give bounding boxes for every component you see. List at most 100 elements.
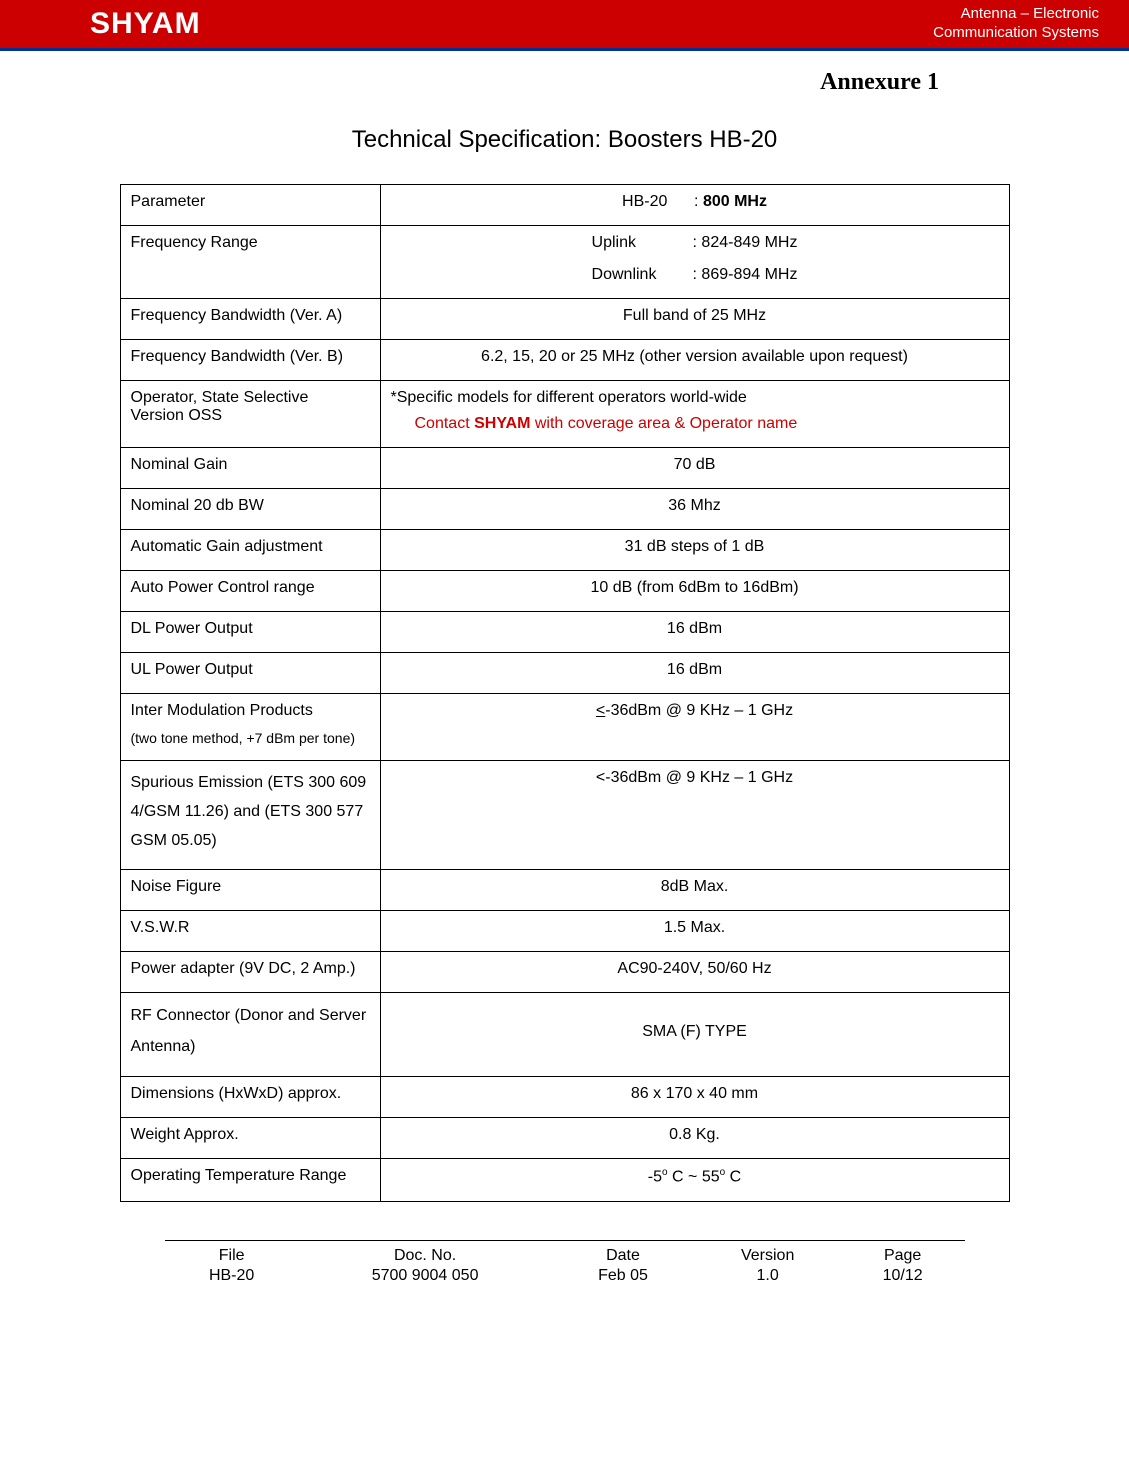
row-vswr: V.S.W.R 1.5 Max.	[120, 911, 1009, 952]
row-20db: Nominal 20 db BW 36 Mhz	[120, 489, 1009, 530]
downlink-lbl: Downlink	[592, 266, 667, 284]
tagline-line1: Antenna – Electronic	[933, 5, 1099, 24]
imp-l2: (two tone method, +7 dBm per tone)	[131, 730, 370, 746]
cell-label: Dimensions (HxWxD) approx.	[120, 1077, 380, 1118]
footer-v-ver: 1.0	[695, 1267, 841, 1285]
footer-v-page: 10/12	[843, 1267, 963, 1285]
cell-value: -5o C ~ 55o C	[380, 1159, 1009, 1201]
cell-label: UL Power Output	[120, 653, 380, 694]
row-oss: Operator, State Selective Version OSS *S…	[120, 381, 1009, 448]
footer-h-ver: Version	[695, 1247, 841, 1265]
tagline-line2: Communication Systems	[933, 24, 1099, 43]
row-bw-b: Frequency Bandwidth (Ver. B) 6.2, 15, 20…	[120, 340, 1009, 381]
content: Annexure 1 Technical Specification: Boos…	[0, 51, 1129, 1287]
cell-value: Full band of 25 MHz	[380, 299, 1009, 340]
imp-l1: Inter Modulation Products	[131, 702, 313, 719]
row-bw-a: Frequency Bandwidth (Ver. A) Full band o…	[120, 299, 1009, 340]
cell-value: AC90-240V, 50/60 Hz	[380, 952, 1009, 993]
model: HB-20	[622, 193, 667, 210]
row-noise: Noise Figure 8dB Max.	[120, 870, 1009, 911]
imp-val-under: <-36dBm @ 9 KHz – 1 GHz	[596, 702, 793, 719]
oss-red-pre: Contact	[415, 415, 475, 432]
footer-h-doc: Doc. No.	[299, 1247, 552, 1265]
cell-value: Uplink : 824-849 MHz Downlink : 869-894 MH…	[380, 226, 1009, 299]
footer-h-page: Page	[843, 1247, 963, 1265]
row-rf: RF Connector (Donor and Server Antenna) …	[120, 993, 1009, 1077]
downlink-val: : 869-894 MHz	[693, 266, 798, 284]
cell-value: 10 dB (from 6dBm to 16dBm)	[380, 571, 1009, 612]
cell-label: Parameter	[120, 185, 380, 226]
uplink-lbl: Uplink	[592, 234, 667, 252]
row-imp: Inter Modulation Products (two tone meth…	[120, 694, 1009, 761]
cell-value: <-36dBm @ 9 KHz – 1 GHz	[380, 761, 1009, 870]
cell-value: 16 dBm	[380, 653, 1009, 694]
cell-value: 31 dB steps of 1 dB	[380, 530, 1009, 571]
row-apc: Auto Power Control range 10 dB (from 6dB…	[120, 571, 1009, 612]
cell-label: V.S.W.R	[120, 911, 380, 952]
temp-pre: -5	[648, 1169, 662, 1186]
cell-value: 36 Mhz	[380, 489, 1009, 530]
cell-label: Nominal 20 db BW	[120, 489, 380, 530]
row-gain: Nominal Gain 70 dB	[120, 448, 1009, 489]
cell-label: Spurious Emission (ETS 300 609 4/GSM 11.…	[120, 761, 380, 870]
footer-v-doc: 5700 9004 050	[299, 1267, 552, 1285]
sep: :	[690, 193, 703, 210]
cell-value: 8dB Max.	[380, 870, 1009, 911]
oss-l1: Operator, State Selective	[131, 389, 309, 406]
cell-value: <-36dBm @ 9 KHz – 1 GHz<-36dBm @ 9 KHz –…	[380, 694, 1009, 761]
row-freq-range: Frequency Range Uplink : 824-849 MHz Down…	[120, 226, 1009, 299]
row-parameter: Parameter HB-20 : 800 MHz	[120, 185, 1009, 226]
cell-label: Nominal Gain	[120, 448, 380, 489]
footer: File Doc. No. Date Version Page HB-20 57…	[165, 1240, 965, 1287]
spec-table: Parameter HB-20 : 800 MHz Frequency Rang…	[120, 184, 1010, 1202]
cell-label: Weight Approx.	[120, 1118, 380, 1159]
uplink-val: : 824-849 MHz	[693, 234, 798, 252]
cell-label: Auto Power Control range	[120, 571, 380, 612]
oss-red-post: with coverage area & Operator name	[530, 415, 797, 432]
cell-label: Frequency Range	[120, 226, 380, 299]
footer-h-date: Date	[553, 1247, 692, 1265]
cell-value: 0.8 Kg.	[380, 1118, 1009, 1159]
cell-label: DL Power Output	[120, 612, 380, 653]
cell-value: *Specific models for different operators…	[380, 381, 1009, 448]
footer-h-file: File	[167, 1247, 297, 1265]
header-tagline: Antenna – Electronic Communication Syste…	[933, 5, 1099, 43]
oss-val1: *Specific models for different operators…	[391, 389, 747, 406]
cell-label: Frequency Bandwidth (Ver. A)	[120, 299, 380, 340]
oss-red-bold: SHYAM	[474, 415, 530, 432]
row-spur: Spurious Emission (ETS 300 609 4/GSM 11.…	[120, 761, 1009, 870]
page-title: Technical Specification: Boosters HB-20	[60, 126, 1069, 154]
row-power: Power adapter (9V DC, 2 Amp.) AC90-240V,…	[120, 952, 1009, 993]
logo: SHYAM	[90, 7, 201, 41]
header-bar: SHYAM Antenna – Electronic Communication…	[0, 0, 1129, 48]
cell-label: Noise Figure	[120, 870, 380, 911]
footer-v-file: HB-20	[167, 1267, 297, 1285]
footer-v-date: Feb 05	[553, 1267, 692, 1285]
cell-label: Inter Modulation Products (two tone meth…	[120, 694, 380, 761]
cell-label: Operator, State Selective Version OSS	[120, 381, 380, 448]
cell-label: Frequency Bandwidth (Ver. B)	[120, 340, 380, 381]
cell-value: 6.2, 15, 20 or 25 MHz (other version ava…	[380, 340, 1009, 381]
row-dim: Dimensions (HxWxD) approx. 86 x 170 x 40…	[120, 1077, 1009, 1118]
cell-value: HB-20 : 800 MHz	[380, 185, 1009, 226]
oss-l2: Version OSS	[131, 407, 223, 424]
cell-value: 1.5 Max.	[380, 911, 1009, 952]
temp-c2: C	[725, 1169, 741, 1186]
row-weight: Weight Approx. 0.8 Kg.	[120, 1118, 1009, 1159]
cell-value: SMA (F) TYPE	[380, 993, 1009, 1077]
footer-table: File Doc. No. Date Version Page HB-20 57…	[165, 1245, 965, 1287]
cell-label: Power adapter (9V DC, 2 Amp.)	[120, 952, 380, 993]
oss-red-line: Contact SHYAM with coverage area & Opera…	[391, 415, 999, 433]
temp-c1: C ~ 55	[668, 1169, 720, 1186]
cell-value: 16 dBm	[380, 612, 1009, 653]
cell-value: 86 x 170 x 40 mm	[380, 1077, 1009, 1118]
cell-label: Automatic Gain adjustment	[120, 530, 380, 571]
row-ul: UL Power Output 16 dBm	[120, 653, 1009, 694]
annexure-title: Annexure 1	[60, 69, 1069, 96]
cell-label: Operating Temperature Range	[120, 1159, 380, 1201]
cell-label: RF Connector (Donor and Server Antenna)	[120, 993, 380, 1077]
row-dl: DL Power Output 16 dBm	[120, 612, 1009, 653]
cell-value: 70 dB	[380, 448, 1009, 489]
row-aga: Automatic Gain adjustment 31 dB steps of…	[120, 530, 1009, 571]
row-temp: Operating Temperature Range -5o C ~ 55o …	[120, 1159, 1009, 1201]
